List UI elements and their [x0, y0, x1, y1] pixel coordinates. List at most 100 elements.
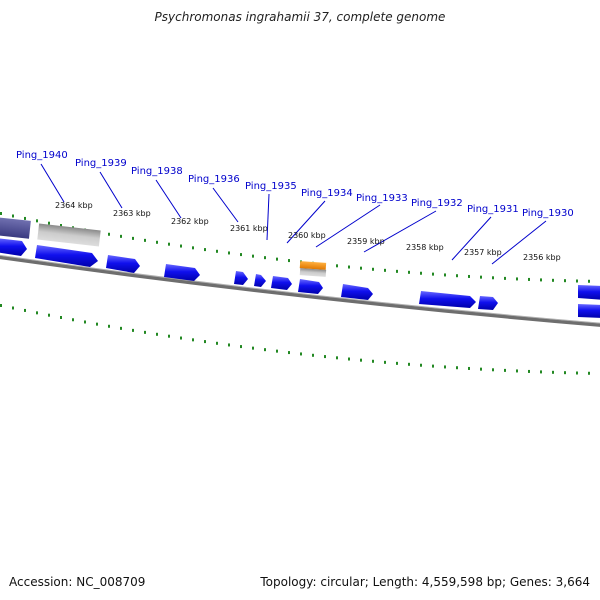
scale-tick — [60, 224, 62, 228]
scale-tick — [360, 266, 362, 270]
kbp-label: 2362 kbp — [171, 217, 209, 226]
gene-arrow[interactable] — [164, 264, 200, 281]
scale-tick — [576, 279, 578, 283]
scale-tick — [528, 369, 530, 373]
gene-label[interactable]: Ping_1938 — [131, 166, 183, 177]
scale-tick — [132, 328, 134, 332]
scale-tick — [336, 356, 338, 360]
kbp-label: 2363 kbp — [113, 209, 151, 218]
scale-tick — [228, 251, 230, 255]
gene-arrow[interactable] — [298, 279, 323, 294]
gene-label[interactable]: Ping_1939 — [75, 158, 127, 169]
scale-tick — [240, 345, 242, 349]
scale-tick — [432, 364, 434, 368]
gene-label[interactable]: Ping_1934 — [301, 188, 353, 199]
scale-tick — [168, 334, 170, 338]
scale-tick — [420, 363, 422, 367]
scale-tick — [216, 249, 218, 253]
scale-tick — [396, 361, 398, 365]
scale-tick — [396, 269, 398, 273]
scale-tick — [144, 330, 146, 334]
scale-tick — [84, 320, 86, 324]
scale-tick — [360, 358, 362, 362]
gene-arrow[interactable] — [234, 271, 248, 285]
scale-tick — [180, 244, 182, 248]
gene-label[interactable]: Ping_1932 — [411, 198, 463, 209]
scale-tick — [540, 278, 542, 282]
scale-tick — [12, 306, 14, 310]
rna-feature[interactable] — [299, 261, 327, 270]
kbp-label: 2359 kbp — [347, 237, 385, 246]
scale-tick — [252, 346, 254, 350]
scale-tick — [456, 366, 458, 370]
scale-tick — [492, 276, 494, 280]
gene-arrow[interactable] — [35, 245, 98, 267]
gene-arrow[interactable] — [419, 291, 476, 308]
gene-arrow[interactable] — [341, 284, 373, 300]
scale-tick — [264, 348, 266, 352]
scale-tick — [588, 279, 590, 283]
genome-backbone — [0, 255, 600, 327]
gene-arrow[interactable] — [271, 276, 292, 290]
scale-tick — [408, 270, 410, 274]
gene-arrow[interactable] — [578, 285, 600, 300]
scale-tick — [108, 232, 110, 236]
scale-tick — [36, 311, 38, 315]
scale-tick — [324, 355, 326, 359]
gene-label[interactable]: Ping_1936 — [188, 174, 240, 185]
gene-arrow[interactable] — [0, 238, 27, 256]
scale-tick — [132, 236, 134, 240]
scale-tick — [444, 365, 446, 369]
inner-tick-ring — [0, 304, 590, 375]
scale-tick — [564, 279, 566, 283]
scale-tick — [120, 326, 122, 330]
scale-tick — [60, 316, 62, 320]
scale-tick — [276, 257, 278, 261]
scale-tick — [156, 240, 158, 244]
gene-arrow[interactable] — [478, 296, 498, 310]
scale-tick — [456, 274, 458, 278]
scale-tick — [504, 368, 506, 372]
gene-arrow[interactable] — [254, 274, 266, 287]
gene-label[interactable]: Ping_1933 — [356, 193, 408, 204]
scale-tick — [288, 351, 290, 355]
gene-label[interactable]: Ping_1931 — [467, 204, 519, 215]
scale-tick — [528, 277, 530, 281]
scale-tick — [408, 362, 410, 366]
scale-tick — [480, 275, 482, 279]
rna-feature-pseudo[interactable] — [299, 268, 327, 277]
scale-tick — [72, 318, 74, 322]
scale-tick — [108, 324, 110, 328]
scale-tick — [540, 370, 542, 374]
scale-tick — [204, 248, 206, 252]
scale-tick — [48, 221, 50, 225]
scale-tick — [48, 313, 50, 317]
gene-label[interactable]: Ping_1930 — [522, 208, 574, 219]
gene-feature-dark[interactable] — [0, 217, 31, 239]
scale-tick — [588, 371, 590, 375]
scale-tick — [192, 246, 194, 250]
scale-tick — [252, 254, 254, 258]
gene-arrow[interactable] — [578, 304, 600, 318]
scale-tick — [564, 371, 566, 375]
label-connectors — [40, 163, 547, 265]
gene-label[interactable]: Ping_1935 — [245, 181, 297, 192]
gene-label[interactable]: Ping_1940 — [16, 150, 68, 161]
scale-tick — [348, 265, 350, 269]
kbp-label: 2358 kbp — [406, 243, 444, 252]
scale-tick — [336, 264, 338, 268]
scale-tick — [348, 357, 350, 361]
scale-tick — [312, 353, 314, 357]
feature-track-top — [0, 217, 327, 277]
scale-tick — [504, 276, 506, 280]
scale-tick — [372, 267, 374, 271]
scale-tick — [204, 340, 206, 344]
kbp-label: 2361 kbp — [230, 224, 268, 233]
scale-tick — [120, 234, 122, 238]
scale-tick — [36, 219, 38, 223]
gene-arrow[interactable] — [106, 255, 140, 273]
pseudogene-feature[interactable] — [37, 223, 101, 247]
scale-tick — [228, 343, 230, 347]
scale-tick — [516, 277, 518, 281]
scale-tick — [180, 336, 182, 340]
